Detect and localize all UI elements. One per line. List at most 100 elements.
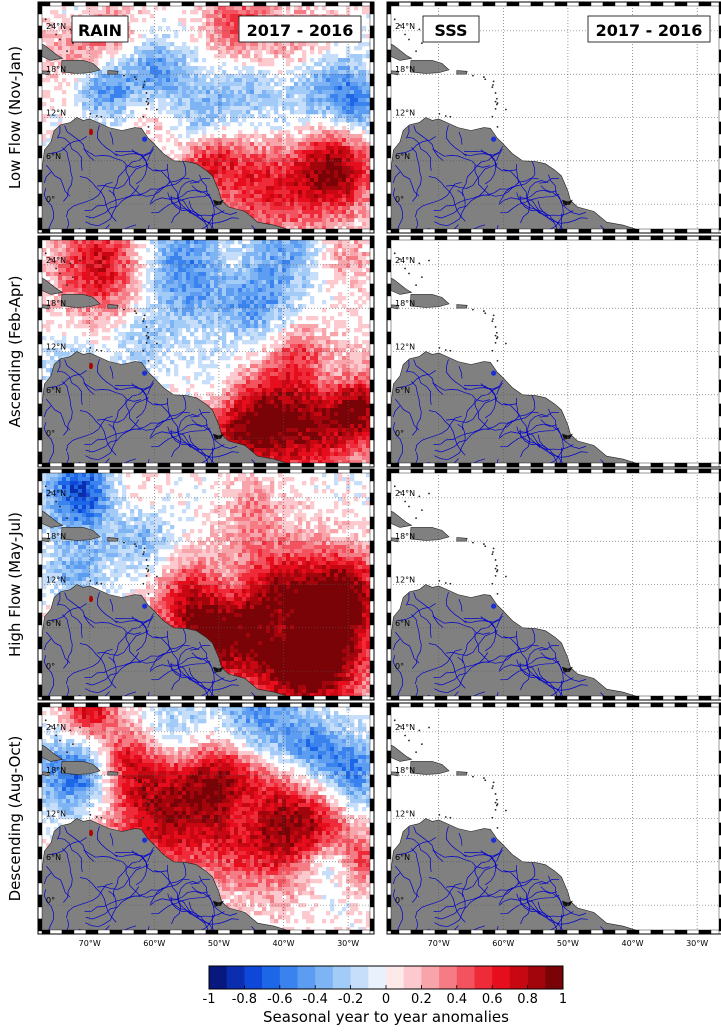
- archipelago-island: [45, 485, 47, 487]
- lat-tick-label: 24°N: [395, 22, 415, 31]
- archipelago-island: [484, 312, 486, 314]
- lat-tick-label: 0°: [395, 896, 404, 905]
- archipelago-island: [156, 576, 158, 578]
- lat-tick-label: 24°N: [46, 723, 66, 732]
- colorbar-swatch: [227, 966, 245, 989]
- colorbar-swatch: [351, 966, 369, 989]
- season-row-label: High Flow (May-Jul): [6, 512, 24, 657]
- archipelago-island: [142, 787, 144, 789]
- archipelago-island: [69, 730, 71, 732]
- lon-tick-label: 60°W: [143, 939, 165, 948]
- archipelago-island: [144, 782, 146, 784]
- lat-tick-label: 18°N: [395, 299, 415, 308]
- colorbar-swatch: [545, 966, 563, 989]
- colorbar-tick-label: -0.8: [232, 992, 257, 1007]
- archipelago-island: [45, 719, 47, 721]
- colorbar-tick-label: 0.4: [446, 992, 467, 1007]
- archipelago-island: [144, 315, 146, 317]
- archipelago-island: [496, 98, 498, 100]
- season-row-label: Ascending (Feb-Apr): [6, 276, 24, 428]
- archipelago-island: [135, 779, 137, 781]
- colorbar-tick-label: 0.6: [482, 992, 503, 1007]
- archipelago-island: [79, 727, 81, 729]
- colorbar-swatch: [368, 966, 386, 989]
- colorbar-tick-label: 0.8: [517, 992, 538, 1007]
- lat-tick-label: 12°N: [395, 343, 415, 352]
- lat-tick-label: 24°N: [395, 723, 415, 732]
- archipelago-island: [59, 39, 61, 41]
- archipelago-island: [497, 593, 499, 595]
- colorbar-tick-label: -0.6: [267, 992, 292, 1007]
- lat-tick-label: 12°N: [46, 576, 66, 585]
- map-panel-sss-row-3: 24°N18°N12°N6°N0°: [348, 469, 721, 729]
- lat-tick-label: 6°N: [46, 853, 61, 862]
- archipelago-island: [66, 284, 68, 286]
- lat-tick-label: 12°N: [46, 343, 66, 352]
- archipelago-island: [59, 273, 61, 275]
- archipelago-island: [505, 576, 507, 578]
- archipelago-island: [72, 276, 74, 278]
- archipelago-island: [483, 777, 485, 779]
- lat-tick-label: 6°N: [46, 152, 61, 161]
- lat-tick-label: 18°N: [395, 532, 415, 541]
- archipelago-island: [496, 565, 498, 567]
- colorbar-tick-label: -1: [203, 992, 216, 1007]
- archipelago-island: [394, 252, 396, 254]
- archipelago-island: [421, 743, 423, 745]
- archipelago-island: [491, 320, 493, 322]
- colorbar-tick-label: 1: [559, 992, 567, 1007]
- archipelago-island: [146, 108, 148, 110]
- archipelago-island: [148, 593, 150, 595]
- archipelago-island: [156, 109, 158, 111]
- lat-tick-label: 6°N: [46, 619, 61, 628]
- archipelago-island: [497, 126, 499, 128]
- orinoco-mouth-mark: [142, 137, 147, 142]
- archipelago-island: [148, 360, 150, 362]
- colorbar-swatch: [244, 966, 262, 989]
- archipelago-island: [45, 252, 47, 254]
- archipelago-island: [135, 545, 137, 547]
- orinoco-mouth-mark: [491, 371, 496, 376]
- archipelago-island: [492, 785, 494, 787]
- archipelago-island: [143, 551, 145, 553]
- archipelago-island: [495, 101, 497, 103]
- archipelago-island: [495, 92, 497, 94]
- archipelago-island: [69, 263, 71, 265]
- archipelago-island: [483, 310, 485, 312]
- archipelago-island: [428, 727, 430, 729]
- archipelago-island: [146, 809, 148, 811]
- archipelago-island: [79, 260, 81, 262]
- archipelago-island: [428, 493, 430, 495]
- period-title: 2017 - 2016: [247, 21, 354, 40]
- lon-tick-label: 40°W: [272, 939, 294, 948]
- archipelago-island: [66, 517, 68, 519]
- archipelago-island: [147, 98, 149, 100]
- archipelago-island: [147, 104, 149, 106]
- island-4: [457, 538, 467, 542]
- colorbar-swatch: [439, 966, 457, 989]
- lon-tick-label: 50°W: [557, 939, 579, 948]
- archipelago-island: [483, 543, 485, 545]
- lat-tick-label: 0°: [46, 662, 55, 671]
- archipelago-island: [55, 268, 57, 270]
- archipelago-island: [505, 810, 507, 812]
- lon-tick-label: 70°W: [428, 939, 450, 948]
- archipelago-island: [59, 740, 61, 742]
- colorbar-swatch: [457, 966, 475, 989]
- archipelago-island: [72, 42, 74, 44]
- archipelago-island: [156, 343, 158, 345]
- lat-tick-label: 18°N: [46, 299, 66, 308]
- archipelago-island: [484, 545, 486, 547]
- archipelago-island: [496, 104, 498, 106]
- archipelago-island: [55, 735, 57, 737]
- map-panel-sss-row-2: 24°N18°N12°N6°N0°: [348, 236, 721, 496]
- archipelago-island: [408, 39, 410, 41]
- archipelago-island: [496, 338, 498, 340]
- archipelago-island: [134, 310, 136, 312]
- island-4: [108, 772, 118, 776]
- lat-tick-label: 6°N: [46, 386, 61, 395]
- lat-tick-label: 24°N: [46, 256, 66, 265]
